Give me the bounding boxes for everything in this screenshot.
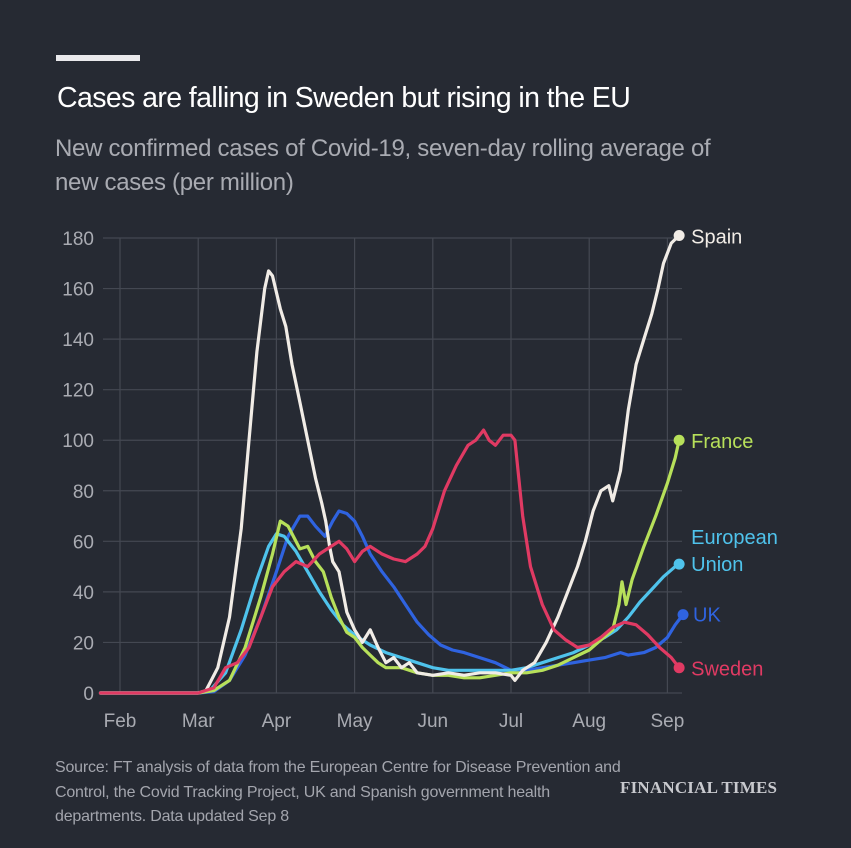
y-tick-label: 20 [73,633,94,654]
grid [103,237,682,694]
y-tick-label: 100 [62,431,94,452]
y-tick-label: 180 [62,229,94,250]
x-tick-label: Aug [572,711,606,732]
line-uk [98,509,685,695]
label-sweden: Sweden [691,659,763,681]
y-tick-label: 40 [73,583,94,604]
x-axis: Feb Mar Apr May Jun Jul Aug Sep [104,711,685,732]
y-tick-label: 160 [62,280,94,301]
endpoint-sweden [673,662,685,674]
chart-title: Cases are falling in Sweden but rising i… [57,82,631,114]
y-tick-label: 120 [62,381,94,402]
line-sweden [98,428,681,695]
chart-subtitle: New confirmed cases of Covid-19, seven-d… [55,135,711,196]
y-axis: 0 20 40 60 80 100 120 140 160 180 [62,229,94,705]
line-spain [98,233,681,695]
y-tick-label: 80 [73,482,94,503]
title-accent-bar [56,55,140,61]
line-european-union [98,532,681,695]
x-tick-label: May [337,711,373,732]
x-tick-label: Jun [417,711,448,732]
y-tick-label: 0 [83,684,94,705]
endpoint-uk [677,609,689,621]
x-tick-label: Mar [182,711,215,732]
x-tick-label: Sep [650,711,684,732]
label-spain: Spain [691,226,742,248]
series-labels: UK European Union France Spain Sweden [691,226,778,680]
y-tick-label: 140 [62,330,94,351]
publisher-logo: FINANCIAL TIMES [620,778,778,797]
x-tick-label: Jul [499,711,523,732]
label-uk: UK [693,605,721,627]
source-note: Source: FT analysis of data from the Eur… [55,759,621,825]
label-france: France [691,431,753,453]
series-lines [98,229,689,695]
x-tick-label: Feb [104,711,137,732]
endpoint-spain [673,229,685,241]
y-tick-label: 60 [73,532,94,553]
endpoint-european-union [673,558,685,570]
x-tick-label: Apr [262,711,292,732]
label-european-union: European Union [691,527,778,576]
endpoint-france [673,434,685,446]
